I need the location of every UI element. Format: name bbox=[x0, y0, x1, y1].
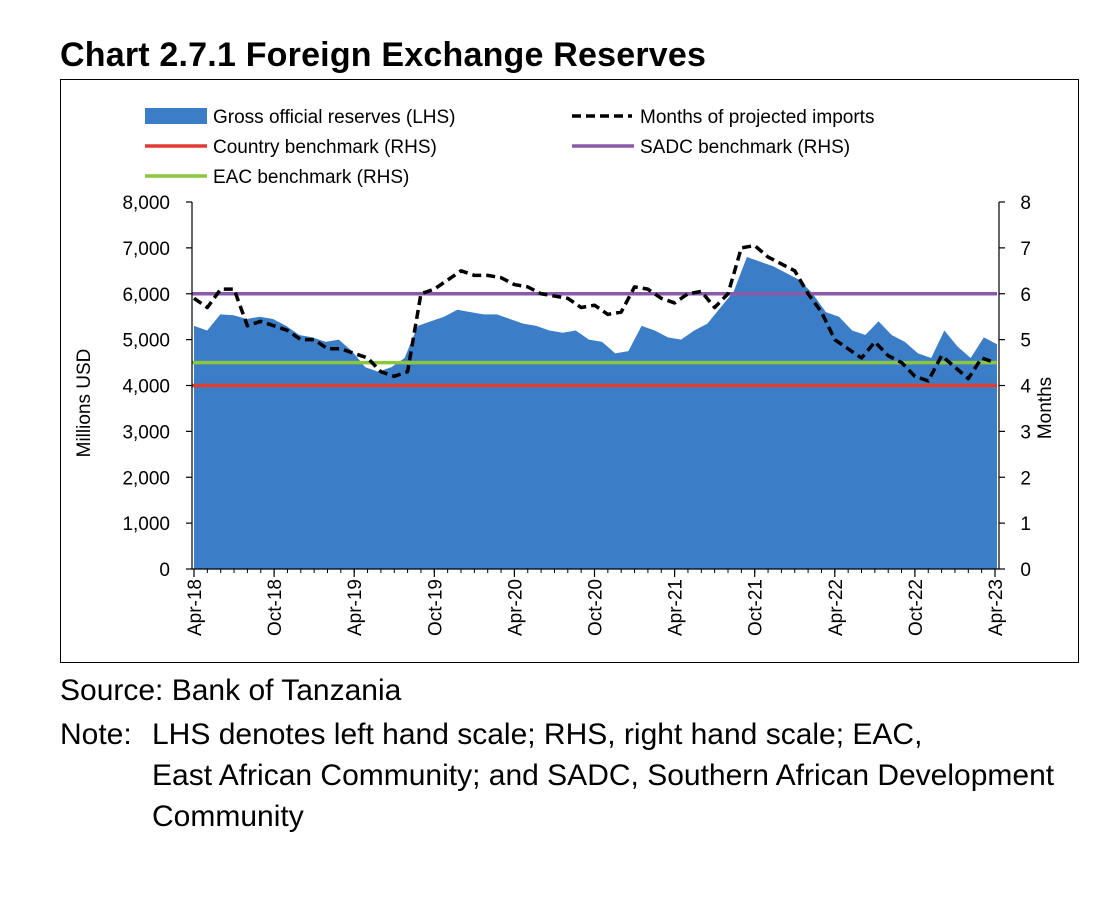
legend-item: EAC benchmark (RHS) bbox=[145, 167, 409, 188]
y-right-tick-label: 7 bbox=[1020, 239, 1031, 260]
y-right-tick-label: 4 bbox=[1020, 377, 1031, 398]
chart-svg: 0 1,000 2,000 3,000 4,000 5,000 6,000 7,000 8,00… bbox=[74, 107, 1056, 636]
y-left-tick-label: 3,000 bbox=[122, 422, 170, 443]
y-right-tick-label: 1 bbox=[1020, 514, 1031, 535]
note-line-rest: East African Community; and SADC, Southe… bbox=[152, 759, 1055, 833]
y-left-tick-label: 2,000 bbox=[122, 468, 170, 489]
y-left-tick-label: 6,000 bbox=[122, 285, 170, 306]
x-tick-label: Oct-22 bbox=[906, 579, 927, 636]
x-tick-label: Apr-23 bbox=[986, 579, 1007, 636]
y-left-tick-label: 7,000 bbox=[122, 239, 170, 260]
source-line: Source: Bank of Tanzania bbox=[60, 674, 402, 707]
axes: 0 1,000 2,000 3,000 4,000 5,000 6,000 7,000 8,00… bbox=[122, 193, 1031, 636]
y-right-tick-label: 6 bbox=[1020, 285, 1031, 306]
note-prefix: Note: bbox=[60, 718, 132, 751]
legend-label: Months of projected imports bbox=[640, 107, 874, 128]
legend-item: SADC benchmark (RHS) bbox=[572, 137, 850, 158]
y-right-tick-label: 0 bbox=[1020, 560, 1031, 581]
y-axis-right-title: Months bbox=[1035, 377, 1056, 439]
y-right-tick-label: 5 bbox=[1020, 331, 1031, 352]
legend-label: Gross official reserves (LHS) bbox=[213, 107, 456, 128]
legend-item: Gross official reserves (LHS) bbox=[145, 107, 456, 128]
y-left-tick-label: 4,000 bbox=[122, 377, 170, 398]
y-right-tick-label: 3 bbox=[1020, 422, 1031, 443]
x-tick-label: Oct-21 bbox=[746, 579, 767, 636]
y-left-tick-label: 5,000 bbox=[122, 331, 170, 352]
y-left-tick-label: 0 bbox=[159, 560, 170, 581]
legend-item: Country benchmark (RHS) bbox=[145, 137, 437, 158]
chart-title: Chart 2.7.1 Foreign Exchange Reserves bbox=[60, 36, 707, 74]
legend-item: Months of projected imports bbox=[572, 107, 874, 128]
note-text: LHS denotes left hand scale; RHS, right … bbox=[152, 714, 1092, 837]
legend-label: Country benchmark (RHS) bbox=[213, 137, 437, 158]
legend-label: SADC benchmark (RHS) bbox=[640, 137, 850, 158]
plot-area bbox=[192, 243, 997, 569]
x-tick-label: Oct-18 bbox=[265, 579, 286, 636]
y-right-tick-label: 8 bbox=[1020, 193, 1031, 214]
x-tick-label: Oct-19 bbox=[425, 579, 446, 636]
y-left-tick-label: 1,000 bbox=[122, 514, 170, 535]
months-imports-line bbox=[193, 243, 996, 383]
x-tick-label: Apr-21 bbox=[666, 579, 687, 636]
x-tick-label: Oct-20 bbox=[586, 579, 607, 636]
note-line-1: LHS denotes left hand scale; RHS, right … bbox=[152, 718, 923, 751]
chart-frame: 0 1,000 2,000 3,000 4,000 5,000 6,000 7,000 8,00… bbox=[60, 79, 1079, 663]
y-axis-left-title: Millions USD bbox=[74, 349, 95, 458]
x-tick-label: Apr-20 bbox=[505, 579, 526, 636]
legend: Gross official reserves (LHS) Months of p… bbox=[145, 107, 874, 188]
reserves-area bbox=[194, 257, 997, 569]
x-tick-label: Apr-19 bbox=[345, 579, 366, 636]
y-left-tick-label: 8,000 bbox=[122, 193, 170, 214]
legend-label: EAC benchmark (RHS) bbox=[213, 167, 409, 188]
x-tick-label: Apr-22 bbox=[826, 579, 847, 636]
x-tick-label: Apr-18 bbox=[185, 579, 206, 636]
y-right-tick-label: 2 bbox=[1020, 468, 1031, 489]
legend-swatch bbox=[145, 108, 207, 124]
